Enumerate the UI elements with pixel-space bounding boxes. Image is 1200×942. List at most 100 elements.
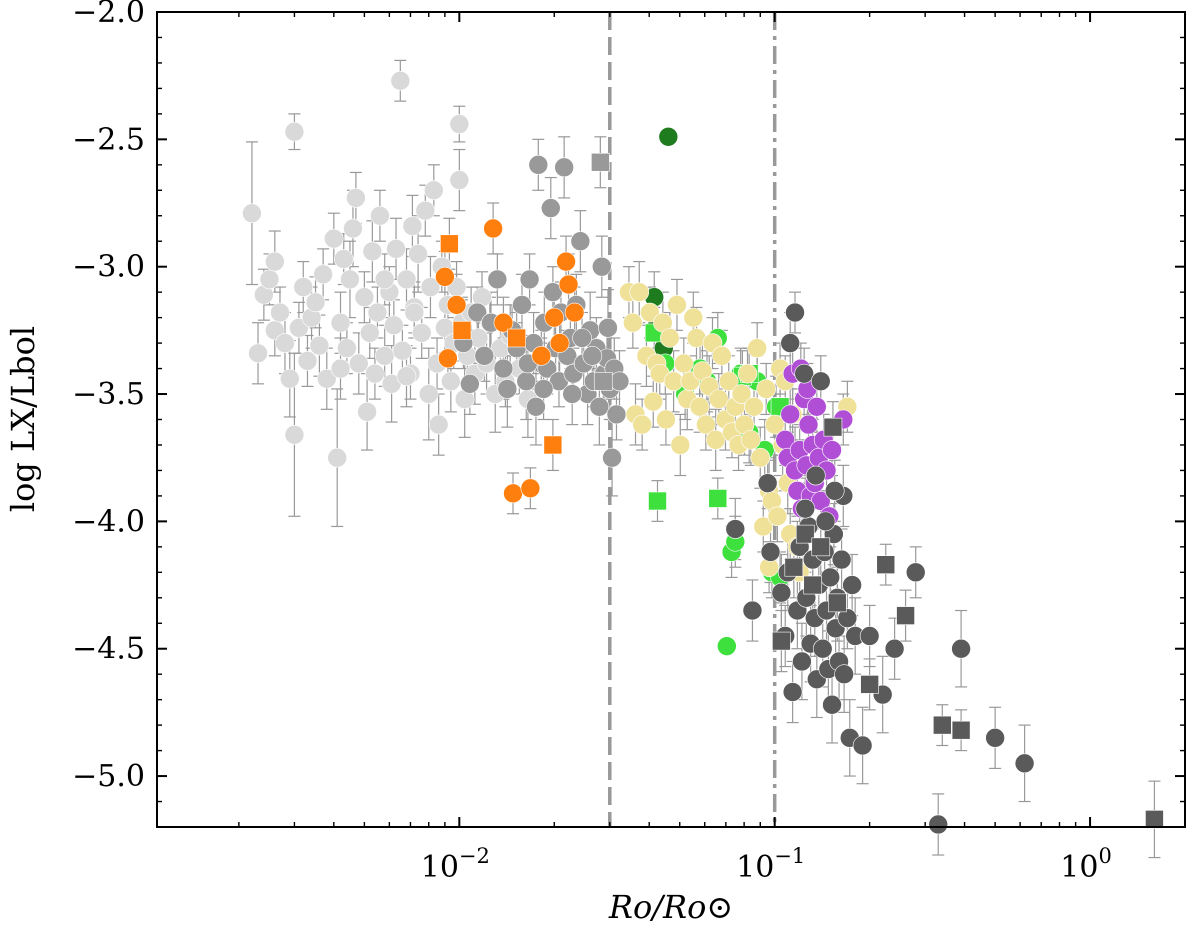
point-gray-6 [493,358,514,379]
point-purple-2 [780,404,801,425]
point-lightgray-23 [337,338,357,358]
point-khaki-6 [640,302,660,323]
point-lightgray-26 [346,188,366,208]
axis-ticks [157,11,1186,828]
point-darkgray-44 [951,638,971,659]
point-lightgray-30 [359,323,380,343]
point-lightgray-13 [297,351,318,371]
point-lightgray-31 [362,241,383,262]
point-lightgray-22 [333,249,354,269]
point-purple-10 [798,414,819,435]
point-lightgray-57 [441,371,461,392]
point-gray-29 [570,231,591,252]
y-tick-label: −2.5 [72,122,145,157]
point-darkgray-squares-9 [951,720,971,740]
point-orange-4 [493,312,514,333]
point-lightgray-44 [402,216,423,236]
point-orange-5 [503,483,523,504]
point-orange-1 [438,348,458,369]
point-lightgray-15 [305,292,326,313]
point-khaki-15 [670,435,691,455]
point-darkgray-squares-2 [811,537,831,557]
point-darkgray-squares-8 [933,715,952,735]
point-lightgray-77 [404,302,425,323]
point-lightgray-60 [449,114,470,134]
point-lightgray-17 [313,264,333,285]
point-green-squares-1 [708,489,728,508]
point-darkgreen-0 [658,126,679,147]
point-darkgray-squares-11 [784,557,804,577]
point-gray-10 [512,295,532,315]
point-lightgray-21 [330,312,351,333]
point-darkgray-21 [810,371,831,392]
point-darkgray-39 [859,626,880,646]
point-darkgray-squares-7 [896,606,915,625]
point-orange-squares-0 [440,234,459,254]
point-lightgray-16 [309,335,330,356]
point-lightgray-80 [330,358,351,379]
point-purple-14 [807,396,827,417]
point-darkgray-50 [795,498,816,519]
point-khaki-21 [689,396,710,417]
point-darkgray-46 [1014,753,1035,774]
point-khaki-27 [709,389,729,409]
point-khaki-13 [663,371,684,392]
point-darkgray-48 [824,481,845,501]
x-tick-label: 10−1 [736,844,805,885]
point-lightgray-61 [449,170,470,190]
point-lightgray-1 [248,343,268,364]
point-gray-squares-0 [591,152,610,172]
point-lightgray-41 [392,340,413,361]
point-khaki-1 [623,312,643,333]
point-darkgray-22 [812,638,833,659]
point-lightgray-53 [428,414,449,435]
y-axis-label: log LX/Lbol [4,326,42,512]
point-gray-12 [519,269,540,290]
point-gray-20 [543,282,563,302]
x-tick-label: 10−2 [421,844,490,885]
point-darkgray-45 [985,728,1005,748]
point-darkgray-squares-5 [860,675,879,694]
point-khaki-23 [696,414,716,435]
point-gray-35 [589,396,610,417]
point-lightgray-24 [340,269,360,290]
point-darkgray-3 [760,542,781,562]
point-orange-10 [556,251,576,272]
point-lightgray-40 [390,70,411,91]
point-darkgray-8 [782,682,803,702]
point-darkgray-38 [852,735,873,756]
point-gray-1 [460,374,480,394]
point-orange-12 [564,302,585,323]
point-khaki-45 [764,414,785,435]
point-lightgray-9 [284,121,305,142]
point-darkgray-49 [805,465,826,486]
point-darkgray-51 [815,511,836,532]
point-gray-14 [526,396,546,417]
point-darkgray-7 [780,333,801,353]
point-lightgray-46 [408,244,428,264]
point-darkgray-squares-6 [876,555,896,574]
point-lightgray-19 [324,228,344,249]
point-khaki-26 [705,430,726,450]
point-lightgray-10 [284,424,305,445]
y-tick-labels: −2.0 −2.5 −3.0 −3.5 −4.0 −4.5 −5.0 [72,0,145,794]
point-lightgray-79 [374,269,395,290]
point-lightgray-50 [420,277,441,297]
point-orange-6 [520,478,541,499]
point-gray-39 [598,318,618,338]
point-khaki-42 [756,379,777,399]
point-gray-squares-1 [593,371,613,391]
point-khaki-14 [667,295,687,315]
y-tick-label: −5.0 [72,759,145,794]
point-khaki-37 [741,430,761,450]
point-khaki-46 [767,506,788,527]
point-gray-43 [606,404,627,425]
point-darkgray-1 [742,600,763,621]
point-darkgray-32 [831,549,852,570]
point-lightgray-34 [370,205,390,226]
point-lightgray-3 [259,269,280,290]
point-orange-squares-1 [452,321,472,340]
point-darkgray-squares-1 [795,524,815,544]
point-gray-41 [602,447,622,468]
point-lightgray-12 [293,277,314,297]
